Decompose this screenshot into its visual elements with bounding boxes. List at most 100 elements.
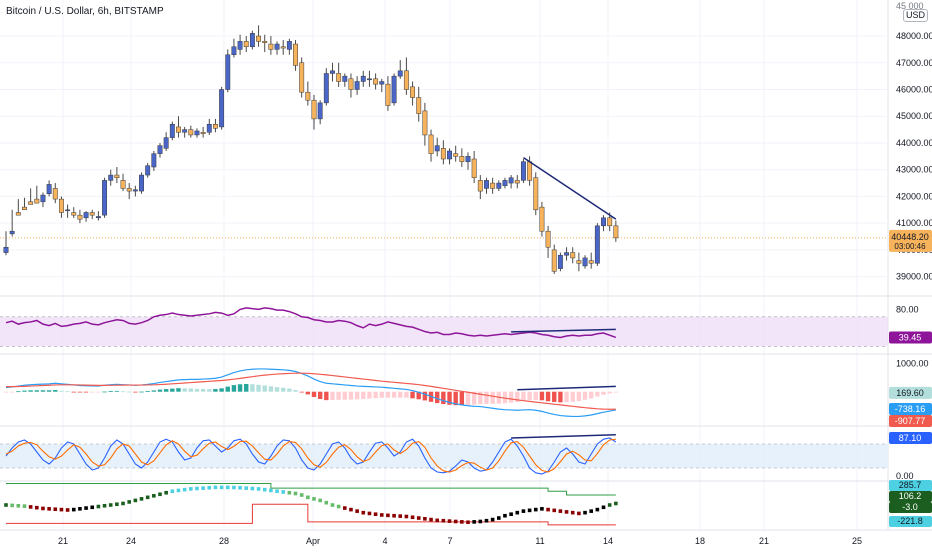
price-tick-label: 46000.00 bbox=[896, 85, 932, 95]
oscillator-dot bbox=[453, 519, 458, 524]
oscillator-dot bbox=[490, 517, 495, 522]
stochastic-band bbox=[0, 444, 888, 468]
oscillator-dot bbox=[256, 487, 261, 491]
candle-up bbox=[219, 89, 225, 128]
macd-histogram-bar bbox=[515, 391, 520, 403]
candle-down bbox=[120, 180, 126, 189]
macd-histogram-bar bbox=[404, 391, 409, 398]
oscillator-pane[interactable] bbox=[4, 483, 618, 526]
candle-down bbox=[440, 148, 446, 160]
oscillator-dot bbox=[330, 503, 335, 507]
oscillator-dot bbox=[170, 489, 175, 493]
oscillator-dot bbox=[41, 506, 45, 511]
macd-histogram-bar bbox=[385, 391, 391, 398]
macd-histogram-bar bbox=[391, 391, 397, 398]
candle-up bbox=[354, 81, 360, 90]
candle-down bbox=[416, 97, 422, 114]
grid-layer bbox=[0, 0, 932, 531]
macd-histogram-bar bbox=[65, 391, 70, 393]
macd-histogram-bar bbox=[589, 391, 594, 399]
x-tick-label: 4 bbox=[382, 536, 387, 546]
oscillator-dot bbox=[466, 520, 470, 525]
candle-up bbox=[330, 70, 335, 74]
macd-histogram-bar bbox=[410, 391, 415, 399]
price-tick-label: 47000.00 bbox=[896, 58, 932, 68]
x-tick-label: 21 bbox=[58, 536, 68, 546]
candle-down bbox=[545, 230, 551, 248]
candle-up bbox=[594, 225, 600, 264]
stochastic-pane[interactable] bbox=[5, 434, 617, 475]
macd-histogram-bar bbox=[558, 391, 563, 403]
candle-up bbox=[225, 54, 231, 90]
candle-up bbox=[151, 153, 157, 168]
macd-histogram-bar bbox=[361, 391, 366, 400]
oscillator-dot bbox=[392, 513, 396, 518]
macd-histogram-bar bbox=[71, 391, 76, 393]
candle-up bbox=[139, 174, 144, 192]
macd-histogram-bar bbox=[170, 388, 175, 392]
price-pane[interactable] bbox=[0, 25, 888, 274]
macd-histogram-bar bbox=[595, 391, 600, 397]
macd-histogram-bar bbox=[120, 391, 126, 393]
macd-histogram-bar bbox=[281, 387, 286, 392]
macd-histogram-bar bbox=[34, 390, 39, 392]
oscillator-dot bbox=[84, 506, 88, 510]
candle-down bbox=[311, 99, 317, 120]
macd-histogram-bar bbox=[502, 391, 508, 404]
candle-up bbox=[65, 209, 71, 212]
rsi-trendline bbox=[511, 328, 616, 333]
oscillator-dot bbox=[158, 492, 162, 497]
rsi-value-label: 39.45 bbox=[899, 332, 922, 342]
oscillator-dot bbox=[152, 494, 156, 498]
oscillator-dot bbox=[447, 519, 452, 523]
oscillator-dot bbox=[201, 486, 205, 490]
macd-histogram-bar bbox=[9, 391, 15, 393]
oscillator-dot bbox=[232, 485, 236, 490]
macd-histogram-bar bbox=[287, 388, 292, 392]
candle-down bbox=[188, 129, 194, 136]
candle-down bbox=[200, 132, 206, 134]
price-scale-top-label: 45 000 bbox=[896, 1, 924, 11]
macd-histogram-bar bbox=[28, 390, 33, 392]
candle-down bbox=[293, 43, 298, 66]
macd-histogram-bar bbox=[336, 391, 341, 400]
candle-down bbox=[471, 158, 477, 178]
currency-badge[interactable]: USD bbox=[903, 9, 929, 22]
oscillator-dot bbox=[355, 509, 359, 513]
oscillator-dot bbox=[219, 485, 224, 490]
macd-histogram-bar bbox=[219, 388, 224, 392]
oscillator-dot bbox=[10, 503, 14, 508]
candle-down bbox=[336, 73, 342, 82]
oscillator-dot bbox=[484, 518, 489, 523]
oscillator-dot bbox=[90, 505, 95, 510]
candle-up bbox=[465, 156, 471, 162]
rsi-value-badge bbox=[889, 331, 932, 344]
macd-histogram-bar bbox=[465, 391, 471, 406]
candle-down bbox=[52, 188, 58, 200]
oscillator-dot bbox=[145, 495, 150, 500]
macd-value-label: 169.60 bbox=[896, 388, 924, 398]
macd-histogram-bar bbox=[330, 391, 335, 400]
candle-up bbox=[231, 46, 237, 56]
candle-up bbox=[391, 75, 397, 104]
macd-histogram-bar bbox=[398, 391, 403, 398]
macd-histogram-bar bbox=[96, 391, 101, 393]
macd-histogram-bar bbox=[108, 391, 113, 392]
price-tick-label: 41000.00 bbox=[896, 218, 932, 228]
rsi-tick-label: 80.00 bbox=[896, 304, 919, 314]
macd-histogram-bar bbox=[527, 391, 532, 400]
oscillator-dot bbox=[533, 507, 538, 512]
oscillator-dot bbox=[589, 509, 593, 513]
candle-down bbox=[256, 35, 262, 42]
macd-histogram-bar bbox=[244, 383, 249, 392]
candle-up bbox=[46, 184, 52, 195]
macd-histogram-bar bbox=[256, 384, 261, 392]
macd-histogram-bar bbox=[342, 391, 347, 400]
rsi-pane[interactable] bbox=[5, 307, 617, 339]
macd-histogram-bar bbox=[200, 389, 206, 392]
candle-up bbox=[502, 180, 508, 186]
macd-histogram-bar bbox=[348, 391, 354, 400]
stochastic-value-label: 87.10 bbox=[899, 433, 922, 443]
macd-pane[interactable] bbox=[3, 368, 619, 418]
macd-histogram-bar bbox=[250, 384, 255, 392]
